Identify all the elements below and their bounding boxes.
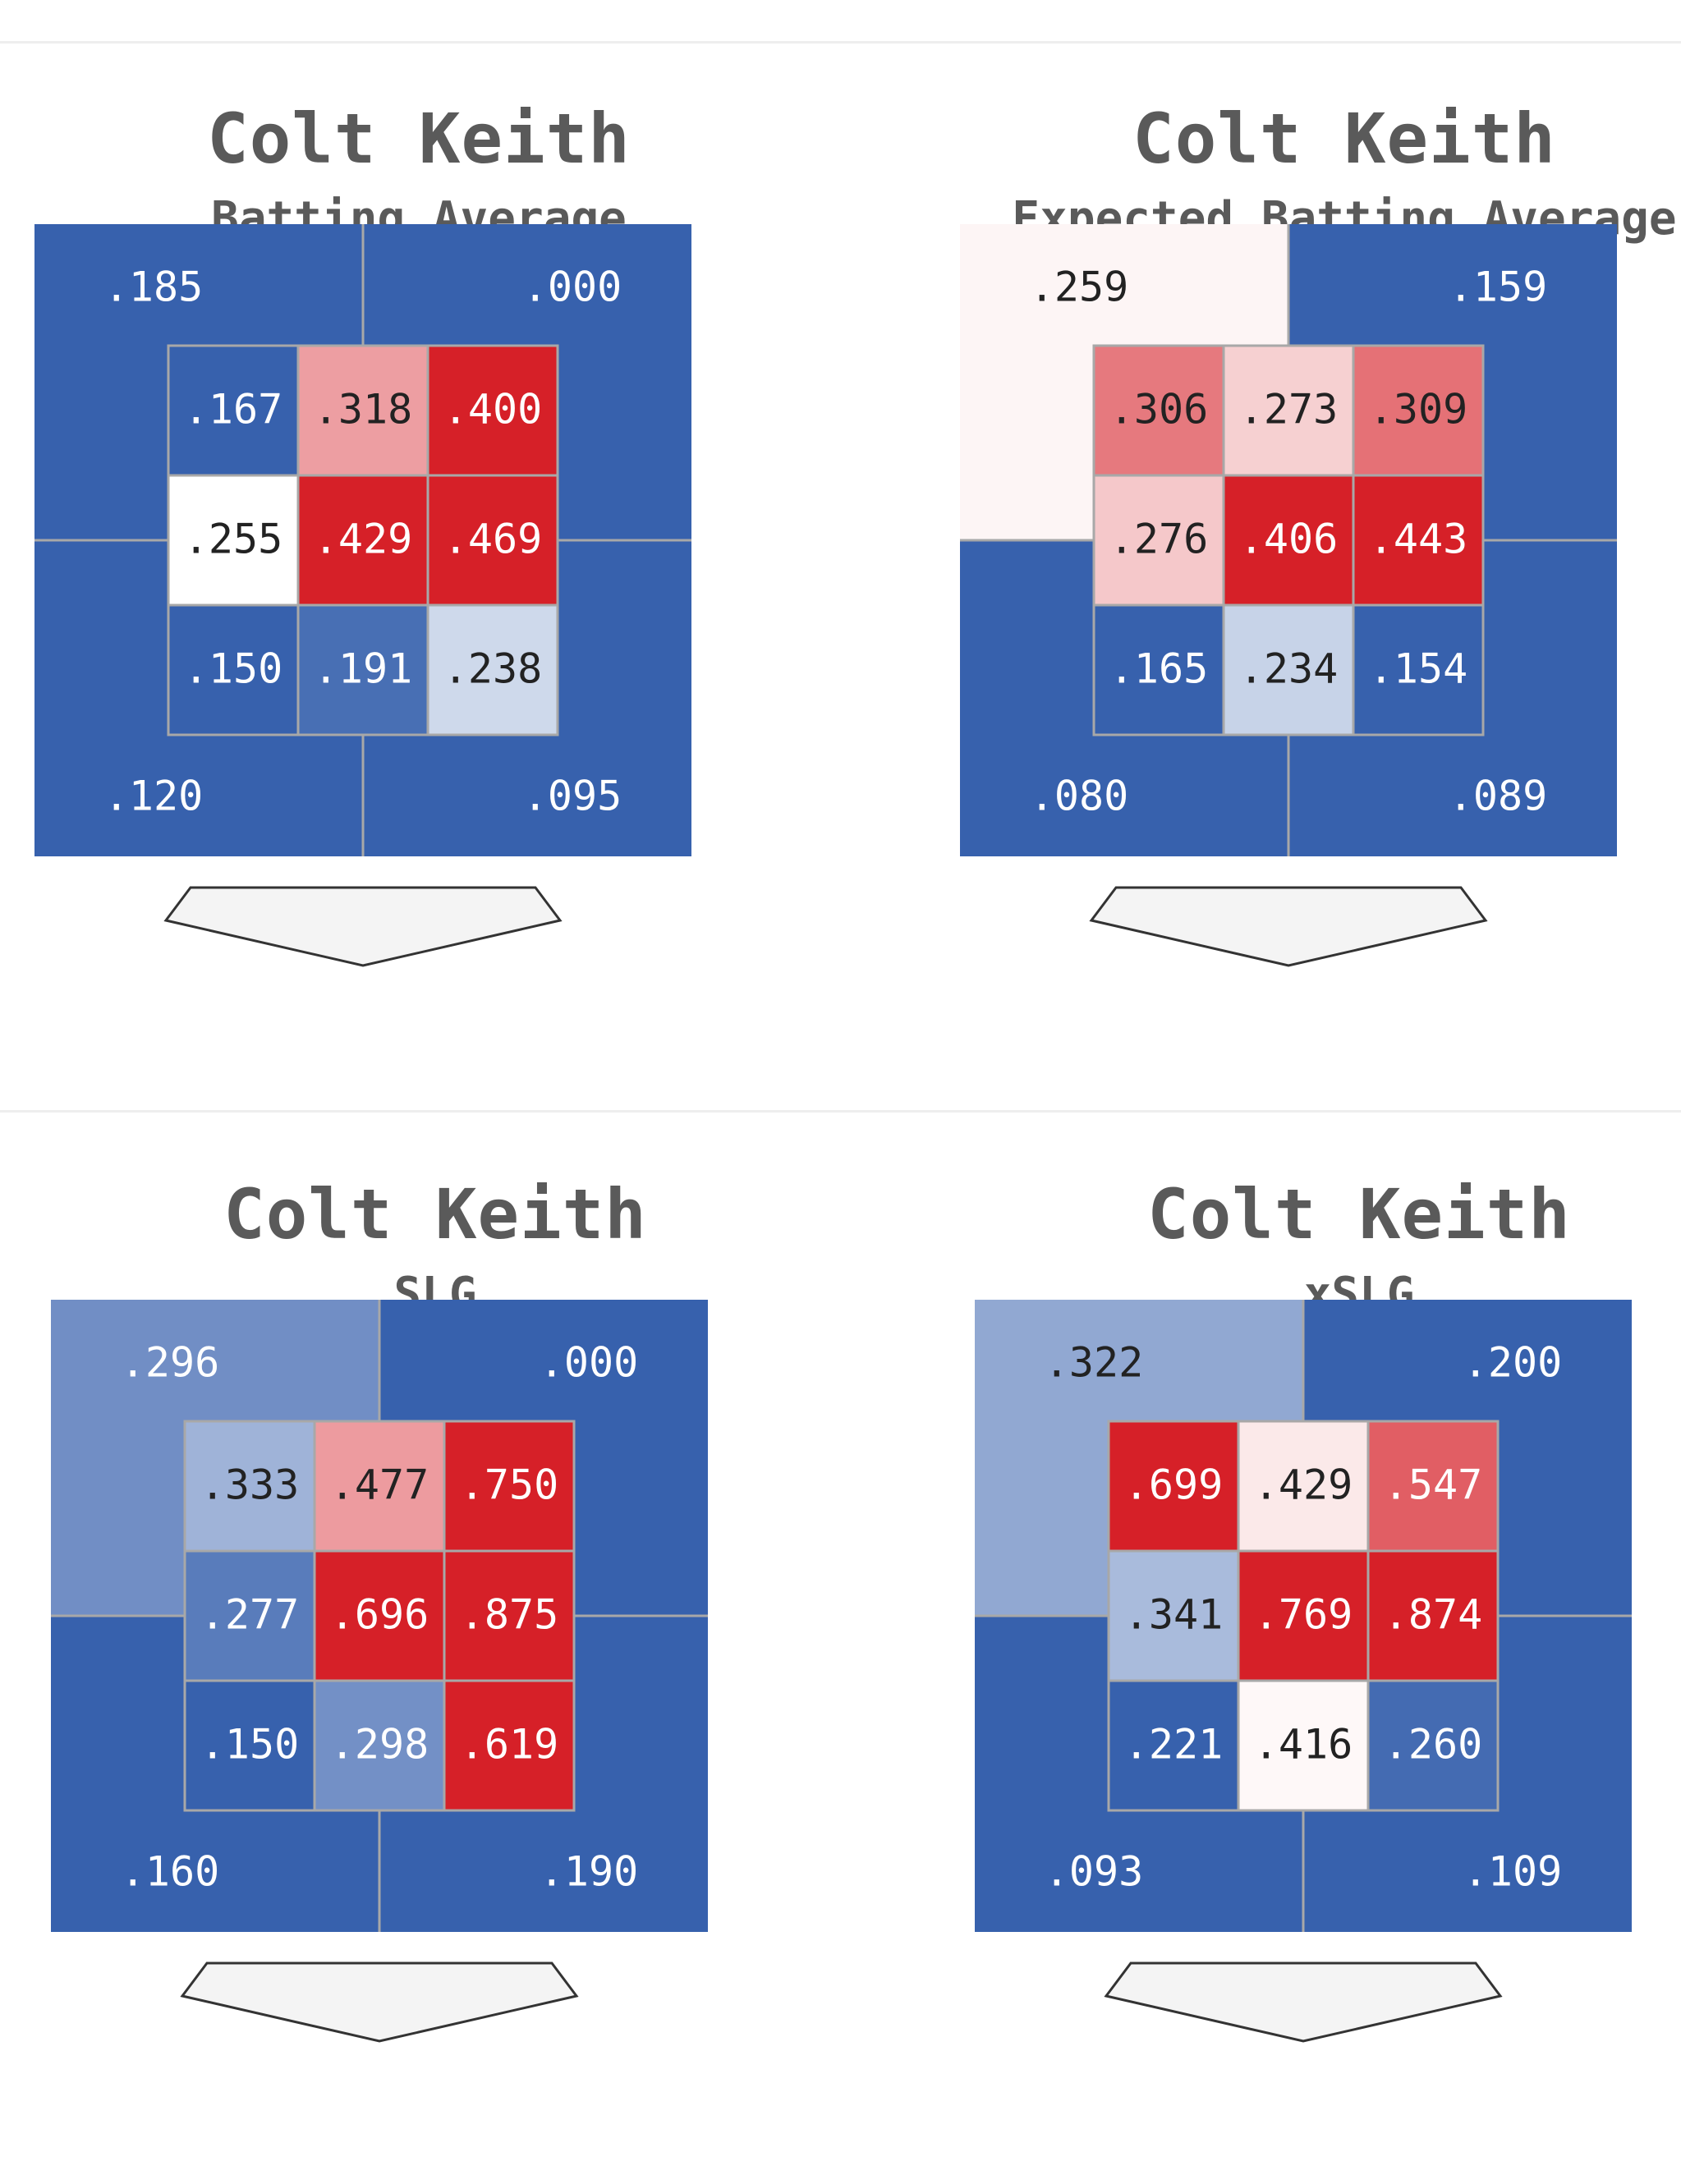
zone-cell	[426, 603, 559, 736]
outer-zone-label: .080	[1030, 773, 1128, 820]
zone-cell-label: .165	[1109, 645, 1208, 693]
zone-cell-label: .260	[1384, 1721, 1482, 1769]
outer-zone-label: .259	[1030, 264, 1128, 311]
zone-cell-label: .416	[1254, 1721, 1353, 1769]
zone-cell	[443, 1679, 576, 1812]
zone-cell	[1352, 603, 1485, 736]
zone-cell	[313, 1679, 446, 1812]
panel-title: Colt Keith	[223, 1174, 647, 1255]
zone-cell	[1107, 1420, 1240, 1553]
middle-divider	[0, 1110, 1681, 1113]
zone-cell-label: .255	[184, 516, 282, 563]
strike-zone-heatmap: .259 .159 .080 .089 .306 .273 .309 .276 .406 .443…	[960, 224, 1617, 967]
zone-cell-label: .875	[460, 1591, 558, 1639]
zone-cell	[1107, 1679, 1240, 1812]
zone-cell-label: .400	[443, 386, 542, 434]
zone-cell	[296, 603, 429, 736]
zone-cell	[1222, 603, 1355, 736]
zone-cell	[1237, 1549, 1370, 1682]
zone-cell	[1222, 344, 1355, 477]
zone-cell-label: .277	[200, 1591, 299, 1639]
zone-cell-label: .150	[200, 1721, 299, 1769]
home-plate-icon	[1089, 886, 1488, 967]
outer-zone-label: .160	[121, 1848, 219, 1896]
outer-zone-label: .120	[104, 773, 203, 820]
outer-zone-label: .190	[540, 1848, 638, 1896]
zone-cell-label: .238	[443, 645, 542, 693]
outer-zone-label: .093	[1045, 1848, 1143, 1896]
zone-cell-label: .429	[1254, 1461, 1353, 1509]
zone-cell-label: .429	[314, 516, 412, 563]
outer-zone-label: .200	[1463, 1339, 1562, 1387]
panel-title: Colt Keith	[1147, 1174, 1571, 1255]
zone-cell	[1237, 1679, 1370, 1812]
zone-cell	[183, 1420, 316, 1553]
outer-zone-label: .296	[121, 1339, 219, 1387]
zone-cell-label: .191	[314, 645, 412, 693]
zone-cell	[1366, 1679, 1500, 1812]
zone-cell-label: .221	[1124, 1721, 1223, 1769]
zone-cell-label: .406	[1239, 516, 1338, 563]
zone-cell	[1107, 1549, 1240, 1682]
zone-cell-label: .443	[1369, 516, 1467, 563]
zone-cell	[426, 344, 559, 477]
outer-zone-label: .159	[1449, 264, 1547, 311]
zone-cell-label: .167	[184, 386, 282, 434]
zone-cell	[167, 474, 300, 607]
panel-batting-average: Colt Keith Batting Average .185.000.120.…	[0, 41, 838, 1108]
zone-cell-label: .276	[1109, 516, 1208, 563]
zone-cell-label: .318	[314, 386, 412, 434]
zone-cell	[1352, 344, 1485, 477]
zone-cell-label: .477	[330, 1461, 429, 1509]
zone-cell-label: .750	[460, 1461, 558, 1509]
zone-cell-label: .469	[443, 516, 542, 563]
panel-slg: Colt Keith SLG .296.000.160.190.333.477.…	[16, 1117, 854, 2184]
outer-zone-label: .185	[104, 264, 203, 311]
zone-cell	[426, 474, 559, 607]
zone-cell	[1366, 1420, 1500, 1553]
zone-cell	[1352, 474, 1485, 607]
zone-cell-label: .150	[184, 645, 282, 693]
zone-cell	[443, 1549, 576, 1682]
zone-cell-label: .696	[330, 1591, 429, 1639]
zone-cell-label: .333	[200, 1461, 299, 1509]
outer-zone-label: .089	[1449, 773, 1547, 820]
zone-cell	[296, 474, 429, 607]
zone-cell-label: .547	[1384, 1461, 1482, 1509]
zone-cell-label: .234	[1239, 645, 1338, 693]
zone-cell	[443, 1420, 576, 1553]
zone-cell-label: .154	[1369, 645, 1467, 693]
zone-cell-label: .769	[1254, 1591, 1353, 1639]
panel-title: Colt Keith	[207, 99, 631, 179]
strike-zone-heatmap: .322 .200 .093 .109 .699 .429 .547 .341 .769 .874…	[975, 1300, 1632, 2043]
zone-cell-label: .309	[1369, 386, 1467, 434]
zone-cell	[1366, 1549, 1500, 1682]
strike-zone-heatmap: .296 .000 .160 .190 .333 .477 .750 .277 .696 .875…	[51, 1300, 708, 2043]
outer-zone-label: .095	[523, 773, 622, 820]
panel-xslg: Colt Keith xSLG .322.200.093.109.699.429…	[940, 1117, 1681, 2184]
zone-cell-label: .298	[330, 1721, 429, 1769]
zone-cell-label: .306	[1109, 386, 1208, 434]
outer-zone-label: .322	[1045, 1339, 1143, 1387]
top-divider	[0, 41, 1681, 44]
zone-cell-label: .273	[1239, 386, 1338, 434]
zone-cell	[183, 1549, 316, 1682]
zone-cell-label: .874	[1384, 1591, 1482, 1639]
panel-title: Colt Keith	[1132, 99, 1556, 179]
zone-cell-label: .699	[1124, 1461, 1223, 1509]
panel-expected-batting-average: Colt Keith Expected Batting Average .259…	[925, 41, 1681, 1108]
home-plate-icon	[163, 886, 563, 967]
outer-zone-label: .109	[1463, 1848, 1562, 1896]
zone-cell	[183, 1679, 316, 1812]
home-plate-icon	[180, 1961, 579, 2043]
zone-cell	[1092, 474, 1225, 607]
strike-zone-heatmap: .185 .000 .120 .095 .167 .318 .400 .255 .429 .469…	[34, 224, 691, 967]
zone-cell-label: .341	[1124, 1591, 1223, 1639]
home-plate-icon	[1104, 1961, 1503, 2043]
outer-zone-label: .000	[540, 1339, 638, 1387]
outer-zone-label: .000	[523, 264, 622, 311]
zone-cell	[167, 603, 300, 736]
zone-cell	[1222, 474, 1355, 607]
zone-cell-label: .619	[460, 1721, 558, 1769]
